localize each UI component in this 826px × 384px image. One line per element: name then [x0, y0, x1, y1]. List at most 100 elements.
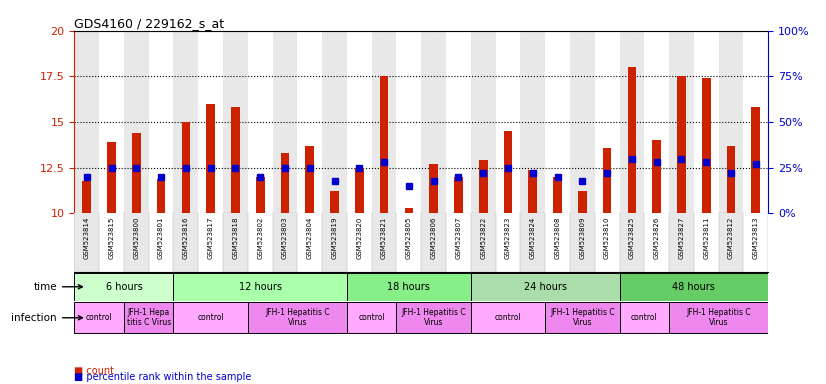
Bar [396, 302, 471, 333]
Text: GSM523817: GSM523817 [207, 216, 214, 259]
Bar [421, 214, 446, 272]
Text: 24 hours: 24 hours [524, 282, 567, 292]
Bar [620, 302, 669, 333]
Bar [669, 214, 694, 272]
Bar [173, 273, 347, 301]
Bar [74, 302, 124, 333]
Bar [520, 214, 545, 272]
Text: infection: infection [12, 313, 83, 323]
Bar [99, 214, 124, 272]
Bar [620, 31, 644, 214]
Text: GSM523823: GSM523823 [505, 216, 511, 259]
Bar [297, 214, 322, 272]
Text: GSM523813: GSM523813 [752, 216, 759, 259]
Bar [752, 108, 760, 214]
Text: 12 hours: 12 hours [239, 282, 282, 292]
Bar [248, 31, 273, 214]
Bar [471, 273, 620, 301]
Bar [479, 161, 487, 214]
Text: GSM523821: GSM523821 [381, 216, 387, 259]
Bar [471, 31, 496, 214]
Bar [520, 31, 545, 214]
Text: GDS4160 / 229162_s_at: GDS4160 / 229162_s_at [74, 17, 225, 30]
Bar [273, 214, 297, 272]
Bar [322, 214, 347, 272]
Text: ■ percentile rank within the sample: ■ percentile rank within the sample [74, 372, 252, 382]
Text: GSM523816: GSM523816 [183, 216, 189, 259]
Bar [306, 146, 314, 214]
Bar [396, 214, 421, 272]
Bar [256, 177, 264, 214]
Text: control: control [197, 313, 224, 322]
Bar [273, 31, 297, 214]
Text: control: control [358, 313, 385, 322]
Bar [669, 31, 694, 214]
Bar [74, 31, 99, 214]
Bar [553, 177, 562, 214]
Bar [198, 31, 223, 214]
Text: GSM523808: GSM523808 [554, 216, 561, 259]
Bar [595, 31, 620, 214]
Bar [223, 214, 248, 272]
Bar [545, 302, 620, 333]
Bar [74, 273, 173, 301]
Bar [719, 31, 743, 214]
Bar [430, 164, 438, 214]
Text: GSM523805: GSM523805 [406, 216, 412, 259]
Text: GSM523819: GSM523819 [331, 216, 338, 259]
Bar [322, 31, 347, 214]
Bar [372, 214, 396, 272]
Bar [570, 31, 595, 214]
Text: GSM523827: GSM523827 [678, 216, 685, 259]
Bar [694, 214, 719, 272]
Bar [107, 142, 116, 214]
Text: 48 hours: 48 hours [672, 282, 715, 292]
Bar [182, 122, 190, 214]
Bar [570, 214, 595, 272]
Bar [719, 214, 743, 272]
Bar [206, 104, 215, 214]
Bar [83, 180, 91, 214]
Text: ■ count: ■ count [74, 366, 114, 376]
Text: GSM523803: GSM523803 [282, 216, 288, 259]
Bar [124, 31, 149, 214]
Bar [471, 302, 545, 333]
Text: GSM523820: GSM523820 [356, 216, 363, 259]
Bar [281, 153, 289, 214]
Text: GSM523822: GSM523822 [480, 216, 487, 258]
Text: GSM523825: GSM523825 [629, 216, 635, 258]
Bar [347, 302, 396, 333]
Text: GSM523807: GSM523807 [455, 216, 462, 259]
Text: GSM523818: GSM523818 [232, 216, 239, 259]
Bar [74, 214, 99, 272]
Bar [223, 31, 248, 214]
Bar [504, 131, 512, 214]
Bar [330, 192, 339, 214]
Bar [669, 302, 768, 333]
Bar [446, 31, 471, 214]
Bar [198, 214, 223, 272]
Text: 6 hours: 6 hours [106, 282, 142, 292]
Text: GSM523804: GSM523804 [306, 216, 313, 259]
Text: JFH-1 Hepatitis C
Virus: JFH-1 Hepatitis C Virus [265, 308, 330, 328]
Bar [421, 31, 446, 214]
Text: GSM523809: GSM523809 [579, 216, 586, 259]
Bar [496, 31, 520, 214]
Bar [496, 214, 520, 272]
Bar [743, 214, 768, 272]
Bar [132, 133, 140, 214]
Text: control: control [631, 313, 657, 322]
Bar [603, 147, 611, 214]
Bar [578, 192, 586, 214]
Text: control: control [495, 313, 521, 322]
Text: JFH-1 Hepatitis C
Virus: JFH-1 Hepatitis C Virus [686, 308, 751, 328]
Bar [248, 302, 347, 333]
Bar [347, 273, 471, 301]
Bar [405, 208, 413, 214]
Text: GSM523824: GSM523824 [529, 216, 536, 258]
Bar [248, 214, 273, 272]
Bar [149, 214, 173, 272]
Bar [743, 31, 768, 214]
Text: control: control [86, 313, 112, 322]
Bar [124, 214, 149, 272]
